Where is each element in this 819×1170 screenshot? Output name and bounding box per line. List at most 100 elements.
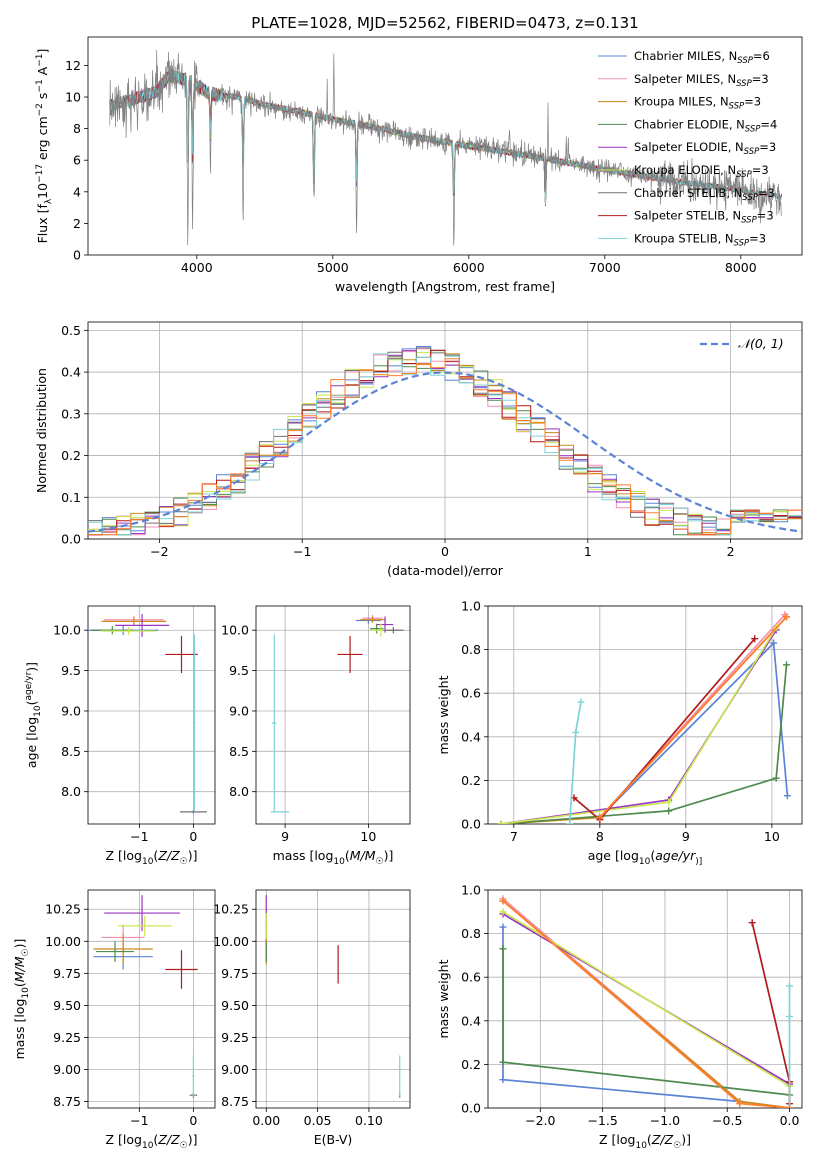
y-tick-label: 0.8 [461, 926, 481, 941]
x-tick-label: 9 [281, 829, 289, 844]
spectrum-lines [109, 49, 783, 246]
errorbar-point [192, 1055, 195, 1097]
x-axis-label: Z [log10(Z/Z☉)] [106, 848, 198, 867]
legend-label: Chabrier MILES, NSSP=6 [634, 49, 770, 66]
age-vs-mass-panel: 9 10 8.0 8.5 9.0 9.5 10.0 mass [log10(M/M☉)] [221, 605, 411, 867]
x-tick-label: −2.0 [525, 1113, 555, 1128]
errorbar-point [115, 614, 170, 637]
y-tick-label: 1.0 [461, 599, 481, 614]
y-axis-label: Normed distribution [34, 368, 49, 493]
histogram-series [88, 353, 802, 536]
y-tick-label: 0 [73, 248, 81, 263]
x-tick-label: 10 [764, 829, 780, 844]
weight-point-marker [783, 792, 791, 800]
y-tick-label: 0.1 [61, 490, 81, 505]
normal-reference-curve [88, 371, 802, 533]
x-tick-label: 7000 [589, 260, 621, 275]
weight-series-line [502, 900, 790, 1108]
axes-frame [255, 889, 411, 1109]
weight-series-line [502, 898, 790, 1108]
weight-point-marker [499, 908, 507, 916]
axes-frame [487, 605, 803, 825]
errorbar-point [101, 626, 156, 636]
x-axis-label: E(B-V) [314, 1132, 353, 1147]
x-tick-label: 7 [510, 829, 518, 844]
x-tick-label: 6000 [453, 260, 485, 275]
y-axis-label: Flux [fλ10−17 erg cm−2 s−1 A−1] [35, 49, 54, 244]
legend-label: Salpeter MILES, NSSP=3 [634, 72, 769, 89]
errorbar-point [117, 915, 172, 937]
weight-series-line [599, 641, 789, 819]
x-tick-label: 0.05 [304, 1113, 332, 1128]
mass-vs-ebv-panel: 0.00 0.05 0.10 8.75 9.00 9.25 9.50 9.75 10.00 10.… [213, 889, 411, 1147]
weight-point-marker [770, 639, 778, 647]
legend-label: Kroupa STELIB, NSSP=3 [634, 231, 766, 248]
weight-point-marker [786, 1012, 794, 1020]
weight-series-line [502, 900, 790, 1108]
y-tick-label: 0.4 [461, 1013, 481, 1028]
weight-point-marker [499, 1076, 507, 1084]
y-tick-label: 2 [73, 216, 81, 231]
errorbar-point [360, 616, 386, 623]
errorbar-point [179, 810, 207, 814]
weight-point-marker [786, 1104, 794, 1108]
x-axis-label: Z [log10(Z/Z☉)] [599, 1132, 691, 1151]
mass-weight-vs-age-panel: 7 8 9 10 0.0 0.2 0.4 0.6 0.8 1.0 age [log10(age/yr… [436, 599, 803, 867]
weight-series-line [502, 927, 790, 1108]
y-tick-label: 0.0 [61, 532, 81, 547]
weight-series-line [500, 616, 788, 824]
y-tick-label: 10.25 [45, 902, 81, 917]
mass-vs-Z-panel: −1 0 8.75 9.00 9.25 9.50 9.75 10.00 10.25 Z [log1… [12, 889, 216, 1151]
age-vs-Z-panel: −1 0 8.0 8.5 9.0 9.5 10.0 Z [log10(Z/Z☉)] age [l… [24, 605, 216, 867]
errorbars [270, 614, 404, 813]
legend-label: Chabrier STELIB, NSSP=3 [634, 186, 775, 203]
y-tick-label: 9.25 [221, 1030, 249, 1045]
y-tick-label: 10 [65, 90, 81, 105]
x-tick-label: 0 [189, 829, 197, 844]
errorbar-point [337, 635, 363, 674]
y-tick-label: 9.50 [221, 998, 249, 1013]
weight-series-line [751, 922, 791, 1104]
y-tick-label: 8.0 [229, 784, 249, 799]
x-tick-label: −1.0 [650, 1113, 680, 1128]
weight-point-marker [786, 982, 794, 990]
y-tick-label: 9.5 [61, 663, 81, 678]
x-tick-label: 4000 [181, 260, 213, 275]
legend-label: Kroupa ELODIE, NSSP=3 [634, 163, 769, 180]
y-tick-label: 9.75 [221, 966, 249, 981]
y-tick-label: 0.6 [461, 686, 481, 701]
x-tick-label: 0.00 [252, 1113, 280, 1128]
y-axis-label: mass weight [436, 675, 451, 754]
weight-point-marker [566, 820, 574, 824]
legend-label: Kroupa MILES, NSSP=3 [634, 95, 761, 112]
errorbar-point [96, 941, 134, 962]
weight-point-marker [596, 813, 604, 821]
legend-label: 𝒩(0, 1) [738, 336, 784, 351]
x-axis-label: (data-model)/error [387, 563, 504, 578]
y-tick-label: 0.0 [461, 1101, 481, 1116]
x-axis-label: wavelength [Angstrom, rest frame] [335, 279, 555, 294]
x-tick-label: −0.5 [712, 1113, 742, 1128]
spectrum-panel: PLATE=1028, MJD=52562, FIBERID=0473, z=0… [35, 14, 803, 294]
y-tick-label: 9.5 [229, 663, 249, 678]
weight-point-marker [572, 728, 580, 736]
axes-frame [87, 321, 803, 540]
y-tick-label: 8.5 [229, 744, 249, 759]
x-axis-label: Z [log10(Z/Z☉)] [106, 1132, 198, 1151]
errorbar-point [193, 634, 196, 812]
weight-point-marker [783, 613, 791, 621]
residuals-panel: −2 −1 0 1 2 0.0 0.1 0.2 0.3 0.4 0.5 (data-model)/er… [34, 321, 803, 578]
weight-point-marker [499, 945, 507, 953]
axes-frame [255, 605, 411, 825]
x-tick-label: 8000 [725, 260, 757, 275]
x-axis-label: age [log10(age/yr)] [588, 848, 703, 867]
weight-series-line [568, 701, 582, 824]
x-tick-label: −1 [130, 1113, 148, 1128]
errorbar-point [101, 617, 167, 626]
weight-point-marker [783, 661, 791, 669]
x-tick-label: 10 [360, 829, 376, 844]
y-tick-label: 9.00 [53, 1062, 81, 1077]
weight-point-marker [497, 820, 505, 824]
chart-title: PLATE=1028, MJD=52562, FIBERID=0473, z=0… [251, 14, 638, 32]
